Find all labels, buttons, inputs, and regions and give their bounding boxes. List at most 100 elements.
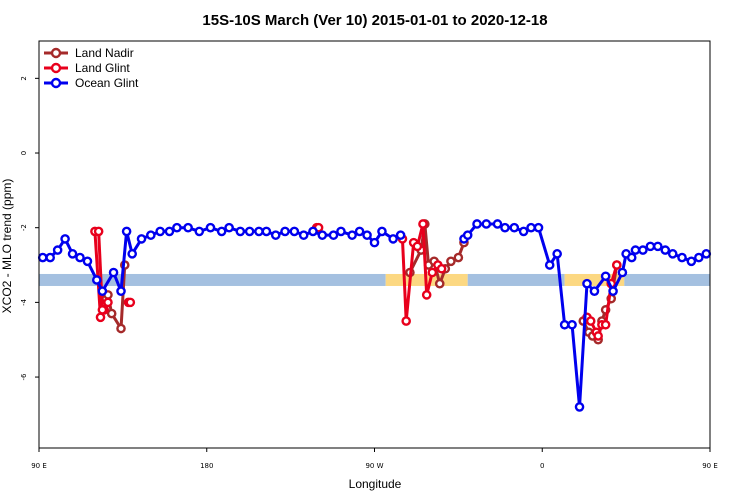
ocean-glint-point	[75, 252, 85, 263]
ocean-glint-point	[686, 256, 697, 267]
ocean-glint-point	[45, 252, 55, 263]
land-glint-point	[412, 241, 423, 252]
land-glint-point	[103, 297, 113, 308]
band-segment-0	[39, 273, 386, 286]
land-glint-point	[421, 290, 432, 300]
ocean-glint-point	[97, 286, 108, 296]
ocean-glint-point	[472, 219, 482, 229]
ocean-glint-point	[481, 219, 492, 229]
ocean-glint-point	[205, 222, 216, 233]
legend-item-ocean-glint: Ocean Glint	[44, 76, 139, 90]
ocean-glint-point	[362, 230, 372, 240]
ocean-glint-point	[377, 226, 387, 237]
ocean-glint-point	[254, 226, 264, 237]
land-nadir-point	[434, 278, 445, 289]
ocean-glint-point	[121, 226, 132, 237]
ocean-glint-point	[298, 230, 309, 240]
chart-title: 15S-10S March (Ver 10) 2015-01-01 to 202…	[202, 12, 547, 29]
ocean-glint-point	[492, 219, 503, 229]
y-tick-label: 0	[20, 151, 28, 155]
ocean-glint-point	[235, 226, 246, 237]
legend-swatch-marker	[50, 47, 62, 59]
ocean-glint-point	[388, 234, 398, 244]
ocean-glint-point	[127, 249, 137, 259]
y-axis: 2 0 -2 -4 -6	[20, 76, 39, 381]
ocean-glint-point	[136, 234, 147, 244]
series-layer	[37, 219, 712, 412]
ocean-glint-point	[244, 226, 255, 237]
band-layer	[39, 273, 710, 286]
ocean-glint-point	[677, 252, 687, 263]
land-nadir-point	[446, 256, 456, 267]
ocean-glint-point	[509, 222, 520, 233]
ocean-glint-point	[164, 226, 175, 237]
land-glint-point	[93, 226, 104, 237]
band-segment-2	[467, 273, 565, 286]
ocean-glint-point	[183, 222, 193, 233]
x-tick-label: 90 W	[365, 462, 383, 470]
y-tick-label: -6	[20, 373, 28, 381]
ocean-glint-point	[37, 252, 48, 263]
land-glint-point	[600, 319, 611, 330]
land-glint-point	[612, 260, 622, 270]
ocean-glint-point	[354, 226, 365, 237]
ocean-glint-point	[91, 275, 102, 285]
ocean-glint-point	[694, 252, 704, 263]
y-tick-label: 2	[20, 76, 28, 80]
ocean-glint-point	[317, 230, 328, 240]
ocean-glint-point	[608, 286, 618, 296]
ocean-glint-point	[574, 402, 585, 412]
ocean-glint-point	[270, 230, 281, 240]
ocean-glint-point	[589, 286, 600, 296]
legend-swatch-marker	[50, 62, 62, 74]
ocean-glint-point	[552, 249, 562, 259]
x-axis: 90 E 180 90 W 0 90 E	[31, 448, 718, 470]
ocean-glint-point	[526, 222, 536, 233]
ocean-glint-point	[52, 245, 63, 255]
legend-item-land-glint: Land Glint	[44, 61, 130, 75]
ocean-glint-point	[308, 226, 318, 237]
legend-item-land-nadir: Land Nadir	[44, 46, 134, 60]
x-tick-label: 90 E	[702, 462, 718, 470]
land-glint-point	[436, 263, 447, 274]
land-nadir-point	[453, 252, 464, 263]
land-glint-point	[418, 219, 428, 229]
land-glint-point	[427, 267, 438, 278]
ocean-glint-point	[567, 319, 577, 330]
ocean-glint-point	[701, 249, 712, 259]
ocean-glint-point	[395, 230, 406, 240]
ocean-glint-point	[630, 245, 641, 255]
land-glint-line-1	[97, 231, 104, 310]
ocean-glint-point	[462, 230, 473, 240]
ocean-glint-point	[645, 241, 656, 252]
ocean-glint-point	[518, 226, 529, 237]
ocean-glint-point	[559, 319, 570, 330]
ocean-glint-point	[60, 234, 70, 244]
land-glint-point	[95, 312, 106, 323]
x-tick-label: 180	[200, 462, 213, 470]
ocean-glint-point	[146, 230, 156, 240]
ocean-glint-point	[172, 222, 182, 233]
band-segment-4	[624, 273, 710, 286]
ocean-glint-point	[660, 245, 671, 255]
ocean-glint-point	[328, 230, 339, 240]
y-axis-label: XCO2 - MLO trend (ppm)	[0, 179, 14, 314]
ocean-glint-point	[533, 222, 544, 233]
y-tick-label: -4	[20, 298, 28, 306]
x-tick-label: 0	[540, 462, 544, 470]
ocean-glint-point	[500, 222, 510, 233]
ocean-glint-point	[194, 226, 205, 237]
ocean-glint-point	[582, 278, 592, 289]
legend-swatch-marker	[50, 77, 62, 89]
ocean-glint-point	[638, 245, 648, 255]
ocean-glint-point	[544, 260, 555, 270]
legend-label: Land Glint	[75, 61, 130, 75]
ocean-glint-point	[116, 286, 126, 296]
ocean-glint-point	[82, 256, 93, 267]
ocean-glint-point	[155, 226, 165, 237]
legend-label: Ocean Glint	[75, 76, 139, 90]
ocean-glint-point	[224, 222, 234, 233]
land-glint-point	[585, 316, 596, 326]
